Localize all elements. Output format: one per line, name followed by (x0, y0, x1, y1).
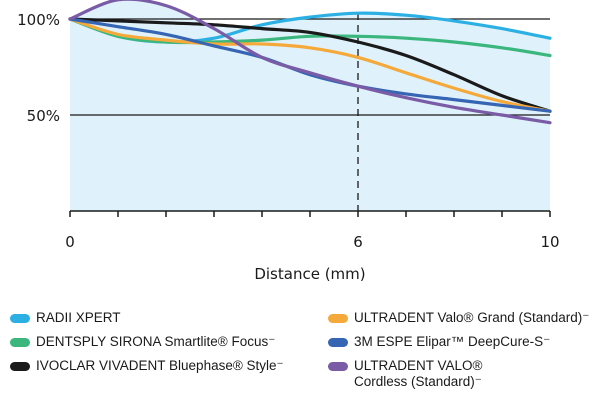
legend-swatch (10, 338, 30, 347)
line-chart: 0 6 10 50% 100% Distance (mm) (17, 0, 560, 283)
legend-swatch (10, 314, 30, 323)
legend-label: IVOCLAR VIVADENT Bluephase® Style⁻ (36, 358, 284, 373)
series-line-2 (68, 17, 552, 113)
legend-item-ultradent-valo-grand: ULTRADENT Valo® Grand (Standard)⁻ (328, 310, 589, 326)
series-line-4 (68, 17, 552, 113)
x-tick-label: 10 (540, 233, 559, 251)
x-axis (69, 210, 551, 217)
legend-item-ivoclar-vivadent: IVOCLAR VIVADENT Bluephase® Style⁻ (10, 358, 284, 374)
y-tick-label: 50% (27, 107, 60, 125)
legend-label: RADII XPERT (36, 310, 121, 325)
legend-item-3m-espe: 3M ESPE Elipar™ DeepCure-S⁻ (328, 334, 550, 350)
grid-lines (70, 13, 550, 211)
legend-item-dentsply-sirona: DENTSPLY SIRONA Smartlite® Focus⁻ (10, 334, 275, 350)
x-tick-label: 0 (65, 233, 75, 251)
legend-swatch (10, 362, 30, 371)
x-axis-title: Distance (mm) (254, 265, 365, 283)
area-fill (70, 0, 550, 211)
tick-labels: 0 6 10 50% 100% (17, 11, 559, 251)
plot-area (70, 0, 550, 211)
legend-item-radii-xpert: RADII XPERT (10, 310, 121, 326)
legend-label: DENTSPLY SIRONA Smartlite® Focus⁻ (36, 334, 276, 349)
legend-label: 3M ESPE Elipar™ DeepCure-S⁻ (354, 334, 551, 349)
legend-swatch (328, 338, 348, 347)
series-lines (68, 0, 552, 125)
series-line-3 (68, 17, 552, 113)
legend-item-ultradent-valo-cordless: ULTRADENT VALO® Cordless (Standard)⁻ (328, 358, 528, 390)
legend-label: ULTRADENT Valo® Grand (Standard)⁻ (354, 310, 590, 325)
series-line-5 (68, 0, 552, 125)
y-tick-label: 100% (17, 11, 60, 29)
series-line-1 (68, 17, 552, 58)
x-tick-label: 6 (353, 233, 363, 251)
legend-swatch (328, 362, 348, 371)
legend-swatch (328, 314, 348, 323)
legend: RADII XPERT DENTSPLY SIRONA Smartlite® F… (0, 308, 605, 398)
legend-label: ULTRADENT VALO® Cordless (Standard)⁻ (354, 358, 483, 389)
